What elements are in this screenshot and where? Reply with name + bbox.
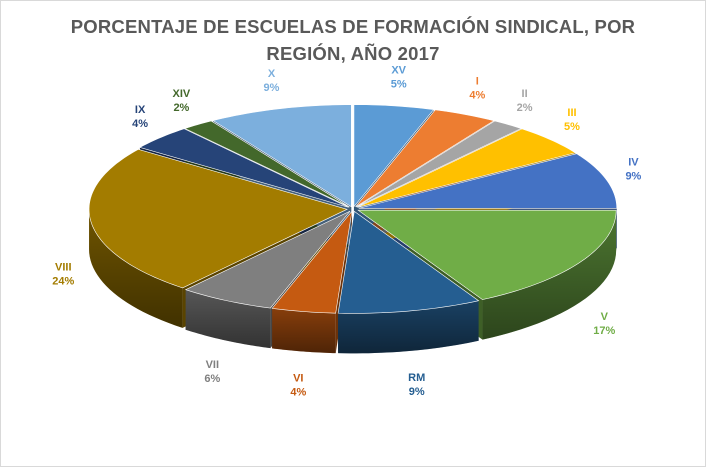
slice-side-shade-viii <box>89 209 183 328</box>
percent-x: 9% <box>264 82 280 94</box>
label-vi: VI <box>293 373 303 385</box>
percent-vi: 4% <box>290 387 306 399</box>
slice-rm <box>337 210 480 314</box>
label-ix: IX <box>135 104 146 116</box>
label-xiv: XIV <box>173 88 191 100</box>
slice-xiv <box>184 120 350 208</box>
label-x: X <box>268 68 276 80</box>
percent-ii: 2% <box>517 102 533 114</box>
percent-iv: 9% <box>625 171 641 183</box>
percent-i: 4% <box>469 89 485 101</box>
slice-iii <box>357 128 577 208</box>
slice-ix <box>139 128 349 208</box>
percent-viii: 24% <box>52 275 74 287</box>
chart-title: PORCENTAJE DE ESCUELAS DE FORMACIÓN SIND… <box>1 13 705 67</box>
pie-labels: XV 5% I 4% II 2% III 5% IV 9% V 17% RM 9% VI 4% VII 6% VII… <box>52 65 641 399</box>
slice-viii <box>88 149 348 289</box>
percent-rm: 9% <box>409 386 425 398</box>
label-viii: VIII <box>55 261 72 273</box>
percent-xv: 5% <box>391 79 407 91</box>
label-vii: VII <box>206 359 219 371</box>
percent-v: 17% <box>593 325 615 337</box>
slice-side-shade-v <box>482 210 617 340</box>
chart-title-line-1: PORCENTAJE DE ESCUELAS DE FORMACIÓN SIND… <box>70 16 636 37</box>
slice-side-shade-rm <box>338 300 479 354</box>
slice-x <box>212 104 352 208</box>
label-ii: II <box>522 88 528 100</box>
label-xv: XV <box>391 65 406 77</box>
slice-ii <box>356 120 522 208</box>
percent-iii: 5% <box>564 121 580 133</box>
chart-title-line-2: REGIÓN, AÑO 2017 <box>266 43 440 64</box>
percent-ix: 4% <box>132 118 148 130</box>
label-rm: RM <box>408 372 425 384</box>
slice-side-shade-vi <box>272 308 336 354</box>
slice-side-shade-vii <box>185 289 271 349</box>
pie-tops <box>88 104 618 314</box>
slice-xv <box>353 104 435 208</box>
percent-vii: 6% <box>204 373 220 385</box>
slice-iv <box>358 153 618 209</box>
slice-v <box>357 209 617 300</box>
slice-vii <box>184 210 351 309</box>
slice-vi <box>271 210 353 314</box>
label-iii: III <box>567 107 576 119</box>
label-i: I <box>476 75 479 87</box>
percent-xiv: 2% <box>173 102 189 114</box>
label-iv: IV <box>628 157 639 169</box>
slice-i <box>355 109 495 208</box>
label-v: V <box>601 311 609 323</box>
